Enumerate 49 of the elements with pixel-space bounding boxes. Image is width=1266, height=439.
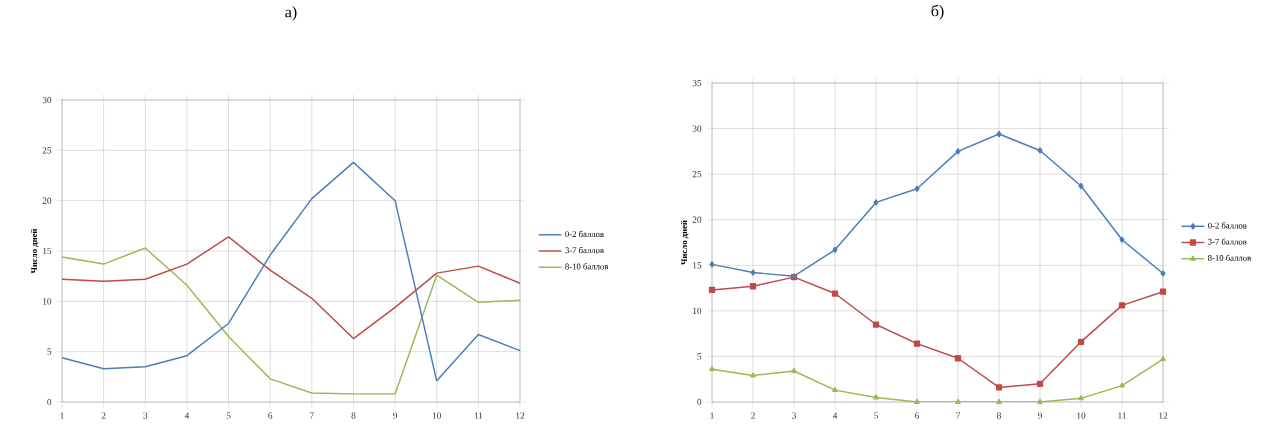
y-tick-label: 25 <box>42 147 52 154</box>
legend-label: 8-10 баллов <box>565 263 609 270</box>
x-tick-label: 11 <box>1118 412 1126 419</box>
x-tick-label: 10 <box>432 412 442 419</box>
x-tick-label: 6 <box>268 412 273 419</box>
x-tick-label: 7 <box>956 412 961 419</box>
x-tick-label: 12 <box>516 412 525 419</box>
x-tick-label: 4 <box>832 412 838 419</box>
y-axis-title: Число дней <box>680 220 689 265</box>
legend-label: 0-2 баллов <box>565 230 604 237</box>
x-tick-label: 2 <box>751 412 755 419</box>
y-tick-label: 10 <box>43 298 52 305</box>
x-tick-label: 1 <box>710 412 714 419</box>
y-tick-label: 5 <box>697 353 702 360</box>
x-tick-label: 6 <box>915 412 920 419</box>
x-tick-label: 9 <box>393 412 398 419</box>
y-tick-label: 15 <box>693 262 702 269</box>
x-tick-label: 5 <box>226 412 231 419</box>
x-tick-label: 2 <box>101 412 106 419</box>
y-tick-label: 30 <box>42 96 52 104</box>
x-tick-label: 12 <box>1159 412 1168 419</box>
y-axis-title: Число дней <box>30 228 39 274</box>
x-tick-label: 9 <box>1037 412 1042 419</box>
y-tick-label: 20 <box>692 216 702 223</box>
x-tick-label: 4 <box>184 412 190 419</box>
x-tick-label: 8 <box>997 412 1001 419</box>
y-tick-label: 15 <box>43 247 52 255</box>
x-tick-label: 8 <box>351 412 356 419</box>
legend-label: 3-7 баллов <box>565 246 604 254</box>
legend-label: 3-7 баллов <box>1208 238 1247 245</box>
y-tick-label: 35 <box>692 79 702 87</box>
x-tick-label: 10 <box>1077 412 1086 419</box>
x-tick-label: 7 <box>310 412 314 419</box>
legend-label: 8-10 баллов <box>1208 254 1251 261</box>
x-tick-label: 1 <box>60 412 64 419</box>
legend-label: 0-2 баллов <box>1208 222 1247 229</box>
y-tick-label: 0 <box>47 398 52 406</box>
x-tick-label: 11 <box>474 412 483 419</box>
x-tick-label: 5 <box>874 412 878 419</box>
chart-title: б) <box>931 4 944 20</box>
chart-title: а) <box>285 6 297 21</box>
y-tick-label: 5 <box>47 348 52 355</box>
x-tick-label: 3 <box>143 412 148 419</box>
y-tick-label: 25 <box>692 171 702 178</box>
y-tick-label: 20 <box>42 197 52 204</box>
y-tick-label: 0 <box>697 398 702 406</box>
x-tick-label: 3 <box>792 412 796 419</box>
y-tick-label: 30 <box>692 125 702 132</box>
y-tick-label: 10 <box>693 307 702 314</box>
